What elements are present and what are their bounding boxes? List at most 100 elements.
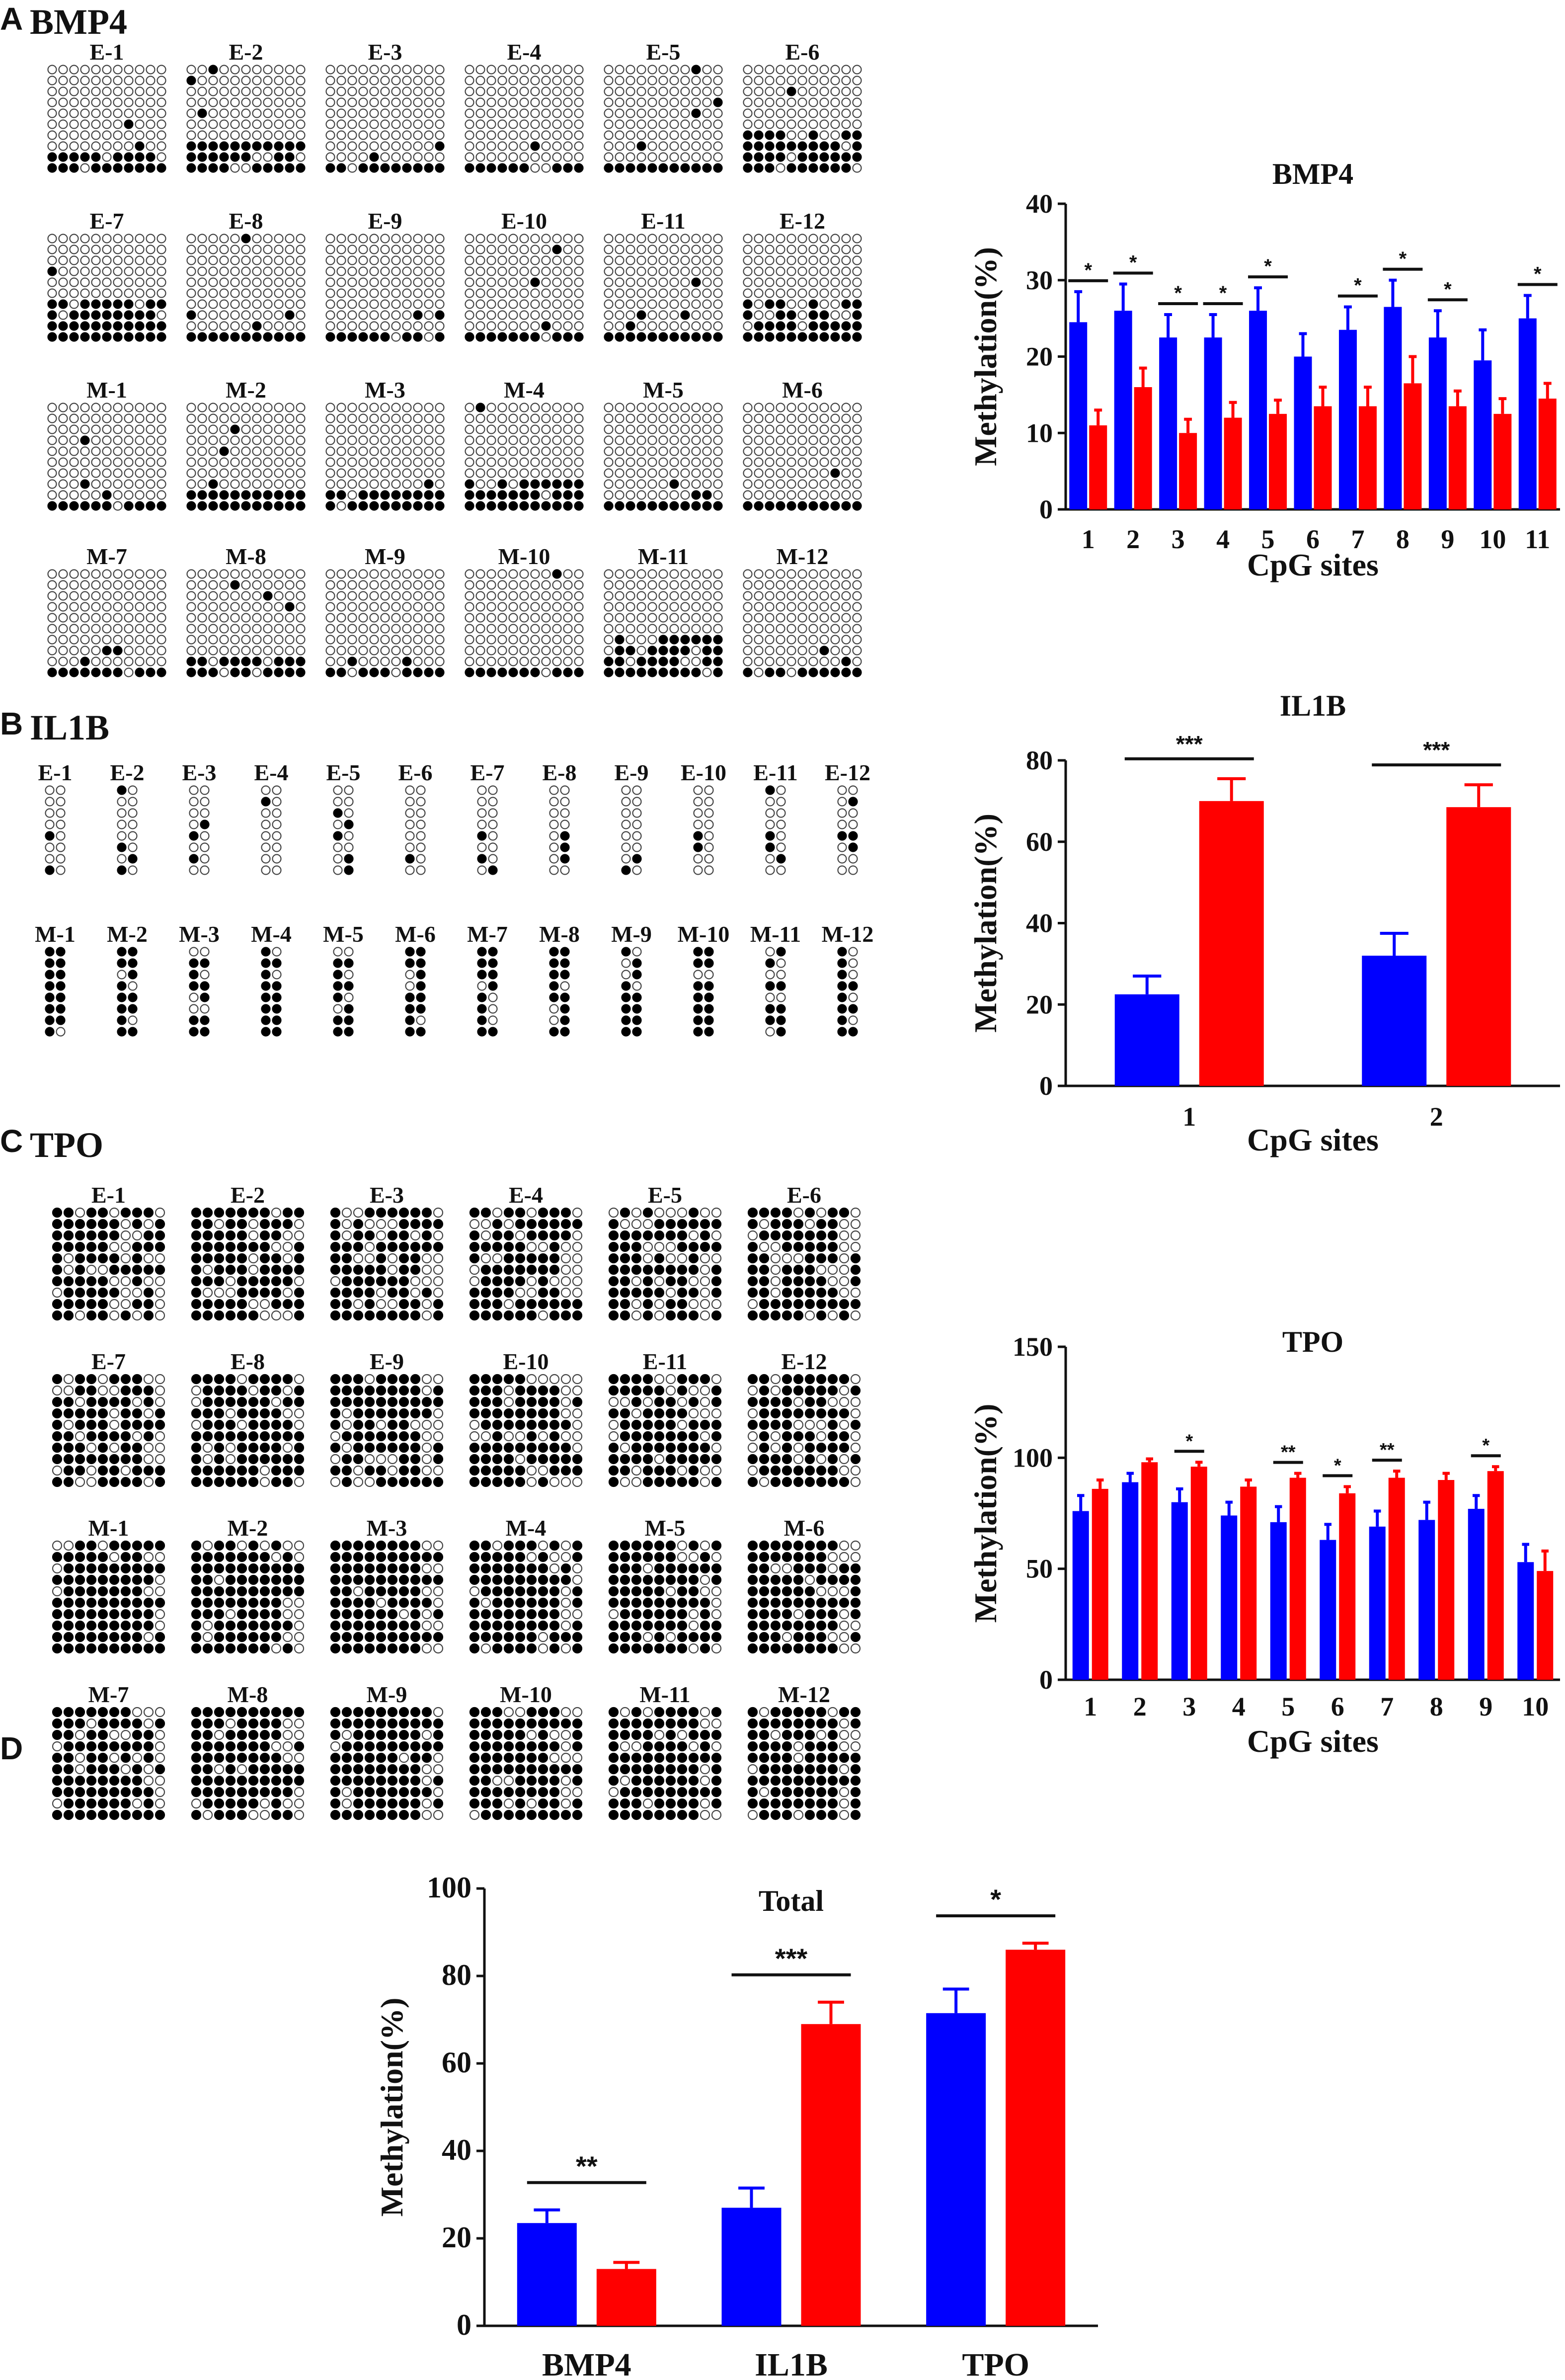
unmethylated-dot (688, 1385, 699, 1396)
unmethylated-dot (552, 424, 562, 434)
methylated-dot (97, 1465, 108, 1476)
methylated-dot (700, 1609, 710, 1620)
methylated-dot (259, 1632, 270, 1642)
unmethylated-dot (156, 255, 166, 265)
methylated-dot (549, 1632, 560, 1642)
methylated-dot (492, 1230, 503, 1241)
methylated-dot (387, 1442, 398, 1453)
unmethylated-dot (541, 332, 551, 342)
methylated-dot (615, 332, 625, 342)
methylated-dot (433, 1552, 444, 1562)
unmethylated-dot (743, 288, 753, 298)
unmethylated-dot (530, 602, 540, 612)
methylated-dot (336, 163, 346, 173)
methylated-dot (97, 1287, 108, 1298)
methylated-dot (688, 1442, 699, 1453)
il1b-sample-label: M-5 (323, 921, 364, 947)
unmethylated-dot (285, 76, 295, 85)
unmethylated-dot (563, 108, 573, 118)
methylated-dot (52, 1230, 63, 1241)
methylated-dot (503, 1264, 514, 1275)
unmethylated-dot (380, 468, 390, 478)
unmethylated-dot (274, 479, 284, 489)
methylated-dot (214, 1419, 225, 1430)
unmethylated-dot (124, 266, 134, 276)
unmethylated-dot (850, 1207, 861, 1218)
unmethylated-dot (816, 1264, 827, 1275)
methylated-dot (97, 1396, 108, 1407)
methylated-dot (132, 1632, 143, 1642)
unmethylated-dot (380, 435, 390, 445)
unmethylated-dot (808, 424, 818, 434)
unmethylated-dot (333, 947, 343, 957)
unmethylated-dot (347, 299, 357, 309)
methylated-dot (333, 808, 343, 818)
methylated-dot (271, 1563, 282, 1574)
unmethylated-dot (347, 97, 357, 107)
unmethylated-dot (347, 580, 357, 590)
unmethylated-dot (830, 424, 840, 434)
unmethylated-dot (508, 468, 518, 478)
methylated-dot (691, 277, 701, 287)
unmethylated-dot (135, 646, 145, 656)
tpo-sample-8: E-8 (191, 1349, 305, 1487)
unmethylated-dot (413, 130, 423, 140)
methylated-dot (252, 321, 262, 331)
unmethylated-dot (754, 65, 764, 75)
methylated-dot (91, 332, 101, 342)
methylated-dot (248, 1207, 259, 1218)
unmethylated-dot (850, 1465, 861, 1476)
unmethylated-dot (560, 1276, 571, 1287)
unmethylated-dot (669, 446, 679, 456)
methylated-dot (58, 501, 68, 511)
unmethylated-dot (804, 1419, 815, 1430)
methylated-dot (620, 1230, 630, 1241)
methylated-dot (230, 657, 240, 666)
unmethylated-dot (538, 1540, 548, 1551)
unmethylated-dot (391, 288, 401, 298)
methylated-dot (364, 1609, 375, 1620)
unmethylated-dot (274, 86, 284, 96)
unmethylated-dot (252, 152, 262, 162)
unmethylated-dot (691, 321, 701, 331)
unmethylated-dot (186, 108, 196, 118)
methylated-dot (852, 667, 862, 677)
unmethylated-dot (333, 820, 343, 829)
unmethylated-dot (102, 580, 112, 590)
unmethylated-dot (669, 97, 679, 107)
bmp4-sample-label: E-2 (229, 39, 263, 65)
unmethylated-dot (497, 299, 507, 309)
unmethylated-dot (274, 613, 284, 623)
unmethylated-dot (797, 65, 807, 75)
unmethylated-dot (330, 1276, 341, 1287)
unmethylated-dot (819, 490, 829, 500)
unmethylated-dot (819, 613, 829, 623)
methylated-dot (636, 657, 646, 666)
methylated-dot (75, 1718, 85, 1729)
unmethylated-dot (113, 468, 123, 478)
methylated-dot (63, 1718, 74, 1729)
unmethylated-dot (486, 435, 496, 445)
unmethylated-dot (658, 413, 668, 423)
unmethylated-dot (469, 1219, 480, 1230)
methylated-dot (621, 1015, 631, 1025)
unmethylated-dot (615, 569, 625, 579)
unmethylated-dot (704, 865, 714, 875)
unmethylated-dot (230, 569, 240, 579)
unmethylated-dot (530, 266, 540, 276)
unmethylated-dot (691, 234, 701, 244)
unmethylated-dot (358, 130, 368, 140)
unmethylated-dot (519, 591, 529, 601)
bmp4-sample-label: M-1 (86, 377, 127, 403)
unmethylated-dot (120, 1287, 131, 1298)
il1b-sample-17: M-5 (323, 921, 364, 1037)
unmethylated-dot (631, 1465, 642, 1476)
methylated-dot (743, 332, 753, 342)
methylated-dot (219, 446, 229, 456)
methylated-dot (202, 1643, 213, 1654)
unmethylated-dot (680, 245, 690, 254)
unmethylated-dot (497, 635, 507, 645)
methylated-dot (519, 490, 529, 500)
unmethylated-dot (347, 667, 357, 677)
methylated-dot (837, 981, 847, 991)
